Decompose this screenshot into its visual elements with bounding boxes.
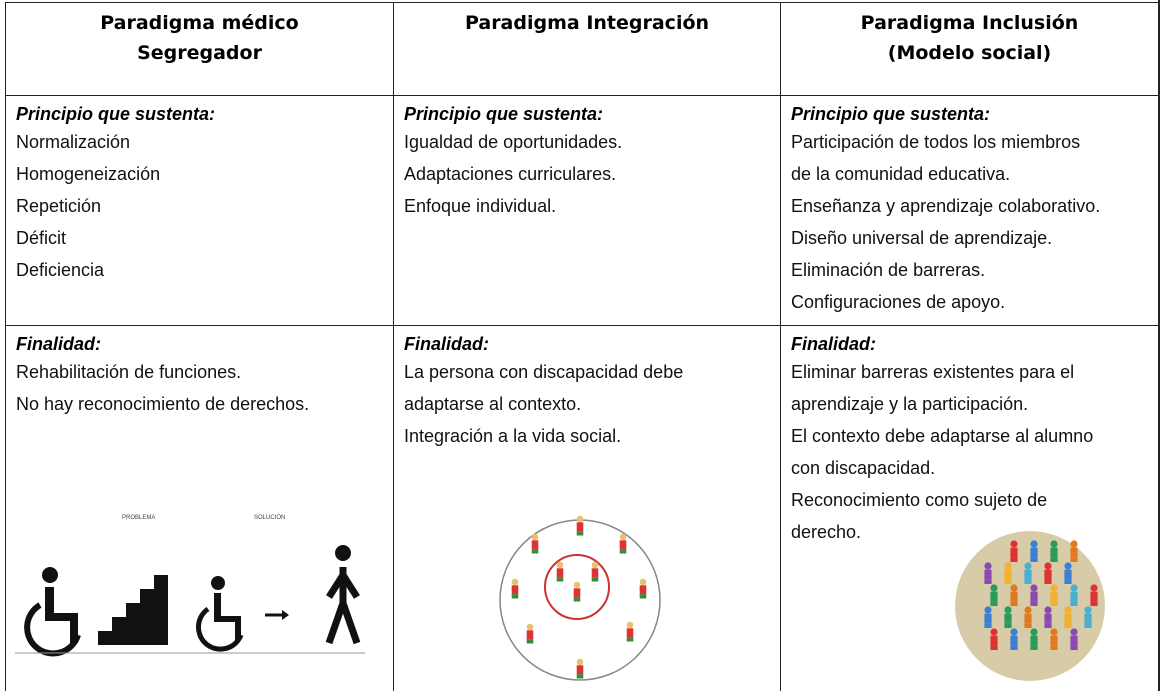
image-label: SOLUCIÓN (254, 514, 285, 521)
cell-line: Rehabilitación de funciones. (16, 362, 242, 382)
figure (573, 581, 581, 602)
header-line: Paradigma médico (100, 12, 299, 34)
header-line: Paradigma Inclusión (860, 12, 1079, 34)
figure (984, 606, 992, 628)
cell-line: Reconocimiento como sujeto de (791, 490, 1048, 510)
figure (1084, 606, 1092, 628)
image-label: PROBLEMA (122, 515, 155, 521)
figure (1010, 540, 1018, 562)
wheelchair-icon (195, 576, 244, 652)
cell-line: Homogeneización (16, 164, 161, 184)
cell-line: Eliminar barreras existentes para el (791, 362, 1075, 382)
cell-line: Configuraciones de apoyo. (791, 292, 1006, 312)
figure (626, 621, 634, 642)
figure (1030, 584, 1038, 606)
table-cell: Principio que sustenta: Participación de … (780, 95, 1158, 325)
wheelchair-icon (24, 567, 81, 657)
circle (955, 531, 1105, 681)
figure (1030, 540, 1038, 562)
figure (1024, 562, 1032, 584)
figure (1044, 606, 1052, 628)
table-cell: Principio que sustenta: Igualdad de oport… (393, 95, 780, 325)
figure (526, 623, 534, 644)
figure (990, 628, 998, 650)
cell-line: con discapacidad. (791, 458, 936, 478)
figure (984, 562, 992, 584)
cell-label: Principio que sustenta: (404, 104, 604, 124)
cell-line: Normalización (16, 132, 131, 152)
arrow-head (282, 610, 289, 620)
cell-line: Integración a la vida social. (404, 426, 622, 446)
cell-line: Participación de todos los miembros (791, 132, 1081, 152)
figure (556, 561, 564, 582)
cell-line: Diseño universal de aprendizaje. (791, 228, 1053, 248)
figure (1070, 540, 1078, 562)
figure (619, 533, 627, 554)
stairs-icon (98, 575, 168, 645)
figure (1004, 562, 1012, 584)
cell-line: adaptarse al contexto. (404, 394, 582, 414)
figure (1070, 584, 1078, 606)
figure (639, 578, 647, 599)
figures (984, 540, 1098, 650)
accessibility-image: PROBLEMA SOLUCIÓN (15, 514, 365, 657)
cell-label: Finalidad: (404, 334, 489, 354)
figure (591, 561, 599, 582)
table-cell: Finalidad: Rehabilitación de funciones. No… (5, 325, 393, 691)
cell-label: Principio que sustenta: (16, 104, 216, 124)
figure (1050, 540, 1058, 562)
header-line: Segregador (137, 42, 262, 64)
table-cell: Finalidad: Eliminar barreras existentes p… (780, 325, 1158, 691)
figure (1010, 628, 1018, 650)
table-cell: Principio que sustenta: Normalización Homo… (5, 95, 393, 325)
figure (1044, 562, 1052, 584)
figure (1050, 584, 1058, 606)
cell-line: Enfoque individual. (404, 196, 557, 216)
figure (1024, 606, 1032, 628)
cell-line: Deficiencia (16, 260, 105, 280)
figure (1030, 628, 1038, 650)
cell-line: aprendizaje y la participación. (791, 394, 1029, 414)
cell-line: Déficit (16, 228, 67, 248)
figure (1010, 584, 1018, 606)
cell-line: Eliminación de barreras. (791, 260, 986, 280)
figure (576, 515, 584, 536)
figure (1090, 584, 1098, 606)
integration-image (499, 515, 661, 681)
cell-line: Repetición (16, 196, 102, 216)
header-cell: Paradigma médico Segregador (5, 2, 393, 95)
figure (576, 658, 584, 679)
header-line: (Modelo social) (887, 42, 1052, 64)
figure (511, 578, 519, 599)
walking-icon (325, 545, 361, 645)
figures (511, 515, 647, 679)
figure (1070, 628, 1078, 650)
cell-line: El contexto debe adaptarse al alumno (791, 426, 1094, 446)
figure (990, 584, 998, 606)
cell-line: derecho. (791, 522, 862, 542)
cell-line: No hay reconocimiento de derechos. (16, 394, 310, 414)
table-cell: Finalidad: La persona con discapacidad de… (393, 325, 780, 691)
figure (531, 533, 539, 554)
figure (1004, 606, 1012, 628)
figure (1050, 628, 1058, 650)
header-cell: Paradigma Integración (393, 2, 780, 95)
table-border (1158, 0, 1160, 691)
cell-label: Finalidad: (16, 334, 101, 354)
cell-line: Adaptaciones curriculares. (404, 164, 617, 184)
cell-line: de la comunidad educativa. (791, 164, 1011, 184)
cell-line: Igualdad de oportunidades. (404, 132, 623, 152)
header-line: Paradigma Integración (464, 12, 710, 34)
header-cell: Paradigma Inclusión (Modelo social) (780, 2, 1158, 95)
figure (1064, 562, 1072, 584)
inclusion-image (955, 531, 1105, 681)
cell-label: Principio que sustenta: (791, 104, 991, 124)
figure (1064, 606, 1072, 628)
cell-label: Finalidad: (791, 334, 876, 354)
cell-line: Enseñanza y aprendizaje colaborativo. (791, 196, 1101, 216)
inner-circle (544, 554, 610, 620)
cell-line: La persona con discapacidad debe (404, 362, 684, 382)
